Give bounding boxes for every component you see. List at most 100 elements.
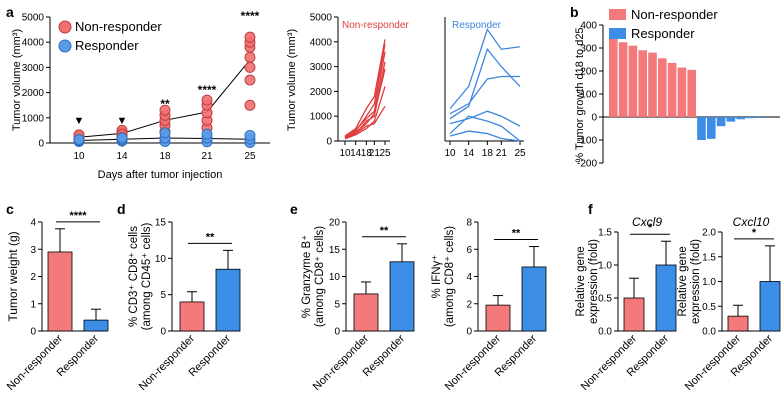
y-tick-label: 2.0 <box>702 228 716 239</box>
significance-label: * <box>752 227 757 239</box>
significance-label: ** <box>206 231 215 243</box>
x-tick-label: Non-responder <box>443 332 504 393</box>
significance-label: ** <box>380 225 389 237</box>
bar-responder <box>83 319 109 332</box>
y-axis-title-line1: % IFNγ⁺ <box>431 255 443 299</box>
chart-cd8-cells: 0 5 10 15 % CD3⁺ CD8⁺ cells (among CD45⁺ cell… <box>128 218 241 393</box>
data-point-responder <box>244 129 256 141</box>
bar-non-responder <box>47 251 73 332</box>
bar-non-responder <box>618 42 628 117</box>
y-tick-label: 1.0 <box>598 261 612 272</box>
bar-non-responder <box>727 315 749 332</box>
x-tick-label: 10 <box>444 148 456 159</box>
x-tick-label: 21 <box>496 148 508 159</box>
data-point-responder <box>73 133 85 145</box>
y-axis-title-line2: expression (fold) <box>588 239 600 324</box>
bar-responder <box>756 117 765 118</box>
data-point-non-responder <box>159 104 171 116</box>
chart-waterfall-growth: -200 -100 0 100 200 300 400% Tumor growth d18 … <box>574 7 780 170</box>
bar-responder <box>759 281 781 332</box>
bar-non-responder <box>628 45 638 118</box>
y-tick-label: 1000 <box>310 112 333 123</box>
y-tick-label: 10 <box>155 254 167 265</box>
data-point-responder <box>116 132 128 144</box>
data-point-responder <box>159 127 171 139</box>
x-tick-label: 18 <box>361 148 373 159</box>
legend-marker-non-responder <box>58 20 72 34</box>
x-tick-label: 10 <box>73 151 85 162</box>
series-line-responder <box>449 130 521 142</box>
y-tick-label: 0 <box>160 327 166 338</box>
bar-responder <box>655 264 677 332</box>
data-point-non-responder <box>244 51 256 63</box>
panel-label-a: a <box>6 4 14 20</box>
y-tick-label: 3 <box>30 245 36 256</box>
x-tick-label: 18 <box>482 148 494 159</box>
y-tick-label: 4000 <box>310 37 333 48</box>
legend-label-non-responder: Non-responder <box>631 7 718 22</box>
x-tick-label: Non-responder <box>311 332 372 393</box>
y-tick-label: 0 <box>326 137 332 148</box>
series-line-responder <box>449 110 521 127</box>
x-tick-label: 21 <box>201 151 213 162</box>
series-line-responder <box>449 75 520 115</box>
y-tick-label: 1000 <box>22 113 45 124</box>
x-tick-label: Non-responder <box>683 332 744 393</box>
legend-marker-responder <box>58 39 72 53</box>
y-axis-title: Tumor volume (mm³) <box>286 29 298 131</box>
y-tick-label: -200 <box>577 159 597 170</box>
series-line-responder <box>449 47 521 120</box>
series-line-non-responder <box>344 105 386 139</box>
x-tick-label: 25 <box>379 148 391 159</box>
y-axis-title: Tumor weight (g) <box>6 231 20 321</box>
x-tick-label: Non-responder <box>137 332 198 393</box>
bar-non-responder <box>485 304 511 332</box>
panel-label-c: c <box>6 201 14 217</box>
series-line-non-responder <box>344 51 386 138</box>
panel-label-d: d <box>117 201 126 217</box>
y-axis-title-line1: Relative gene <box>677 246 689 316</box>
data-point-non-responder <box>244 31 256 43</box>
y-tick-label: 1.5 <box>702 252 716 263</box>
y-tick-label: 400 <box>580 21 597 32</box>
bar-non-responder <box>623 297 645 332</box>
series-line-non-responder <box>344 44 386 138</box>
y-tick-label: 20 <box>329 218 341 229</box>
y-tick-label: 2000 <box>310 87 333 98</box>
bar-responder <box>707 117 716 139</box>
x-tick-label: 14 <box>463 148 475 159</box>
chart-granzyme-b: 0 5 10 15 20 % Granzyme B⁺ (among CD8⁺ cells) N… <box>301 218 415 393</box>
data-point-responder <box>201 128 213 140</box>
bar-responder <box>697 117 706 140</box>
y-tick-label: 15 <box>329 245 341 256</box>
y-tick-label: 5 <box>160 290 166 301</box>
series-line-non-responder <box>344 39 386 137</box>
y-tick-label: 2 <box>466 299 472 310</box>
panel-label-b: b <box>570 4 579 20</box>
y-axis-title-line2: (among CD45⁺ cells) <box>141 222 153 330</box>
y-axis-title-line1: % CD3⁺ CD8⁺ cells <box>128 226 140 327</box>
data-point-non-responder <box>244 61 256 73</box>
series-line-responder <box>449 27 521 110</box>
significance-annotation: **** <box>241 9 260 23</box>
y-tick-label: 0.5 <box>598 294 612 305</box>
y-axis-title-line1: Relative gene <box>575 246 587 316</box>
y-tick-label: 5000 <box>310 13 333 24</box>
y-tick-label: 3000 <box>22 63 45 74</box>
y-tick-label: 0.0 <box>598 327 612 338</box>
y-tick-label: 10 <box>329 272 341 283</box>
y-tick-label: 8 <box>466 218 472 229</box>
y-tick-label: 5000 <box>22 13 45 24</box>
bar-non-responder <box>179 301 205 332</box>
data-point-non-responder <box>244 74 256 86</box>
bar-non-responder <box>658 58 667 117</box>
y-tick-label: 1 <box>30 299 36 310</box>
panel-label-f: f <box>588 201 593 217</box>
chart-cxcl10: 0.0 0.5 1.0 1.5 2.0 Relative gene expression (… <box>677 215 781 393</box>
legend-label-responder: Responder <box>631 26 695 41</box>
x-tick-label: 25 <box>514 148 526 159</box>
chart-title: Cxcl10 <box>733 215 770 229</box>
x-tick-label: 10 <box>339 148 351 159</box>
series-line-responder <box>449 115 521 142</box>
